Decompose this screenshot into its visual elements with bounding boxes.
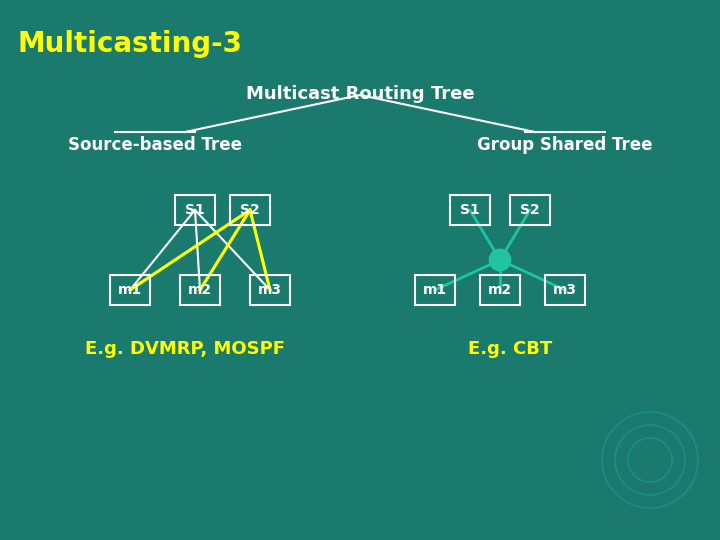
Text: S1: S1 [460,203,480,217]
Text: Multicast Routing Tree: Multicast Routing Tree [246,85,474,103]
Text: S2: S2 [240,203,260,217]
Text: E.g. CBT: E.g. CBT [468,340,552,358]
Text: E.g. DVMRP, MOSPF: E.g. DVMRP, MOSPF [85,340,285,358]
Text: S2: S2 [520,203,540,217]
Text: S1: S1 [185,203,205,217]
Text: m2: m2 [188,283,212,297]
Text: m3: m3 [258,283,282,297]
Text: m2: m2 [488,283,512,297]
Text: Group Shared Tree: Group Shared Tree [477,136,653,154]
Text: m1: m1 [423,283,447,297]
Text: Source-based Tree: Source-based Tree [68,136,242,154]
Text: m3: m3 [553,283,577,297]
Text: Multicasting-3: Multicasting-3 [18,30,243,58]
Text: m1: m1 [118,283,142,297]
Circle shape [490,250,510,270]
